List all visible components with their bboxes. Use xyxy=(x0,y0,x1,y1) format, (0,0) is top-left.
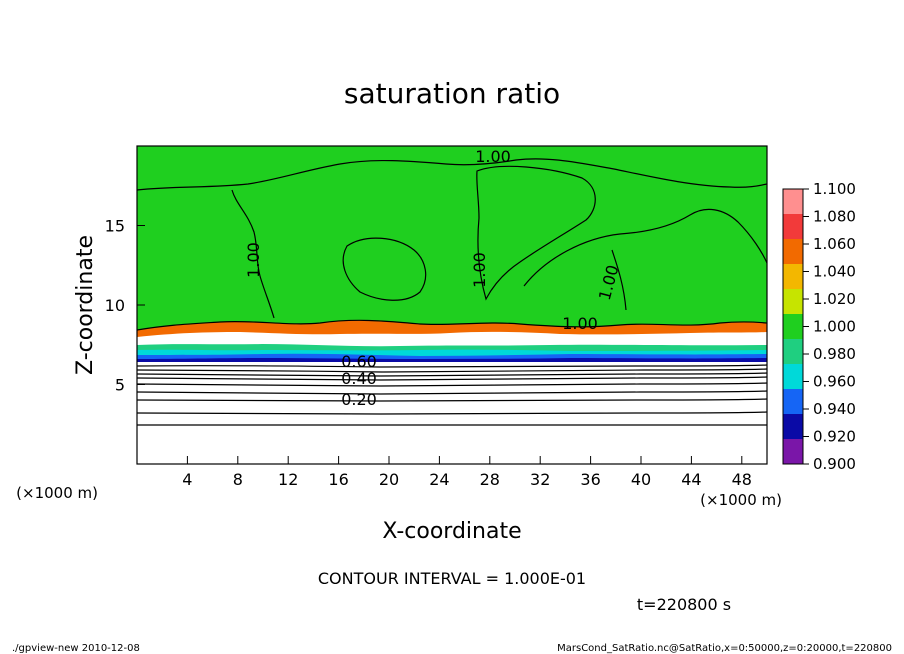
x-axis-label: X-coordinate xyxy=(382,519,521,544)
x-tick-label: 32 xyxy=(530,470,550,489)
y-tick-label: 10 xyxy=(105,296,125,315)
y-axis-ticks: 5 10 15 xyxy=(105,217,145,395)
footer-left: ./gpview-new 2010-12-08 xyxy=(12,643,140,654)
colorbar-segment xyxy=(783,364,803,390)
colorbar-segment xyxy=(783,264,803,290)
colorbar-segment xyxy=(783,414,803,440)
x-tick-label: 44 xyxy=(681,470,701,489)
contour-label: 1.00 xyxy=(244,242,263,278)
time-text: t=220800 s xyxy=(637,595,731,614)
colorbar: 1.100 1.080 1.060 1.040 1.020 1.000 0.980 0.960… xyxy=(782,180,856,473)
x-tick-label: 4 xyxy=(182,470,192,489)
colorbar-label: 0.980 xyxy=(813,345,856,363)
x-tick-label: 12 xyxy=(278,470,298,489)
field-layer: 1.00 1.00 1.00 1.00 1.00 0.60 0.40 0.20 xyxy=(137,147,767,464)
y-tick-label: 15 xyxy=(105,217,125,236)
contour-interval-text: CONTOUR INTERVAL = 1.000E-01 xyxy=(318,569,586,588)
colorbar-segment xyxy=(783,339,803,365)
colorbar-segment xyxy=(783,389,803,415)
colorbar-segment xyxy=(783,239,803,265)
x-axis-unit-right: (×1000 m) xyxy=(700,491,782,509)
x-tick-label: 16 xyxy=(328,470,348,489)
colorbar-segment xyxy=(783,214,803,240)
footer-right: MarsCond_SatRatio.nc@SatRatio,x=0:50000,… xyxy=(557,643,892,654)
x-axis-ticks: 4 8 12 16 20 24 28 32 36 40 44 48 xyxy=(182,456,752,489)
plot-area: 1.00 1.00 1.00 1.00 1.00 0.60 0.40 0.20 xyxy=(136,145,768,465)
y-axis-label: Z-coordinate xyxy=(73,235,98,375)
contour-label: 0.60 xyxy=(341,352,377,371)
colorbar-label: 0.940 xyxy=(813,400,856,418)
colorbar-label: 0.900 xyxy=(813,455,856,473)
colorbar-label: 0.920 xyxy=(813,428,856,446)
x-axis-unit-left: (×1000 m) xyxy=(16,484,98,502)
colorbar-label: 1.080 xyxy=(813,208,856,226)
x-tick-label: 36 xyxy=(580,470,600,489)
colorbar-segment xyxy=(783,314,803,340)
field-contours xyxy=(137,158,767,426)
colorbar-label: 1.060 xyxy=(813,235,856,253)
contour-label: 0.40 xyxy=(341,369,377,388)
colorbar-segment xyxy=(783,439,803,465)
contour-label: 0.20 xyxy=(341,390,377,409)
contour-label: 1.00 xyxy=(562,314,598,333)
contour-label: 1.00 xyxy=(470,252,489,288)
x-tick-label: 28 xyxy=(480,470,500,489)
colorbar-label: 1.000 xyxy=(813,318,856,336)
colorbar-segment xyxy=(783,289,803,315)
x-tick-label: 24 xyxy=(429,470,449,489)
x-tick-label: 8 xyxy=(233,470,243,489)
x-tick-label: 40 xyxy=(631,470,651,489)
chart-title: saturation ratio xyxy=(344,77,560,110)
y-tick-label: 5 xyxy=(115,376,125,395)
colorbar-label: 1.040 xyxy=(813,263,856,281)
contour-label: 1.00 xyxy=(475,147,511,166)
colorbar-label: 1.020 xyxy=(813,290,856,308)
colorbar-label: 1.100 xyxy=(813,180,856,198)
x-tick-label: 48 xyxy=(732,470,752,489)
colorbar-segment xyxy=(783,189,803,215)
colorbar-label: 0.960 xyxy=(813,373,856,391)
x-tick-label: 20 xyxy=(379,470,399,489)
